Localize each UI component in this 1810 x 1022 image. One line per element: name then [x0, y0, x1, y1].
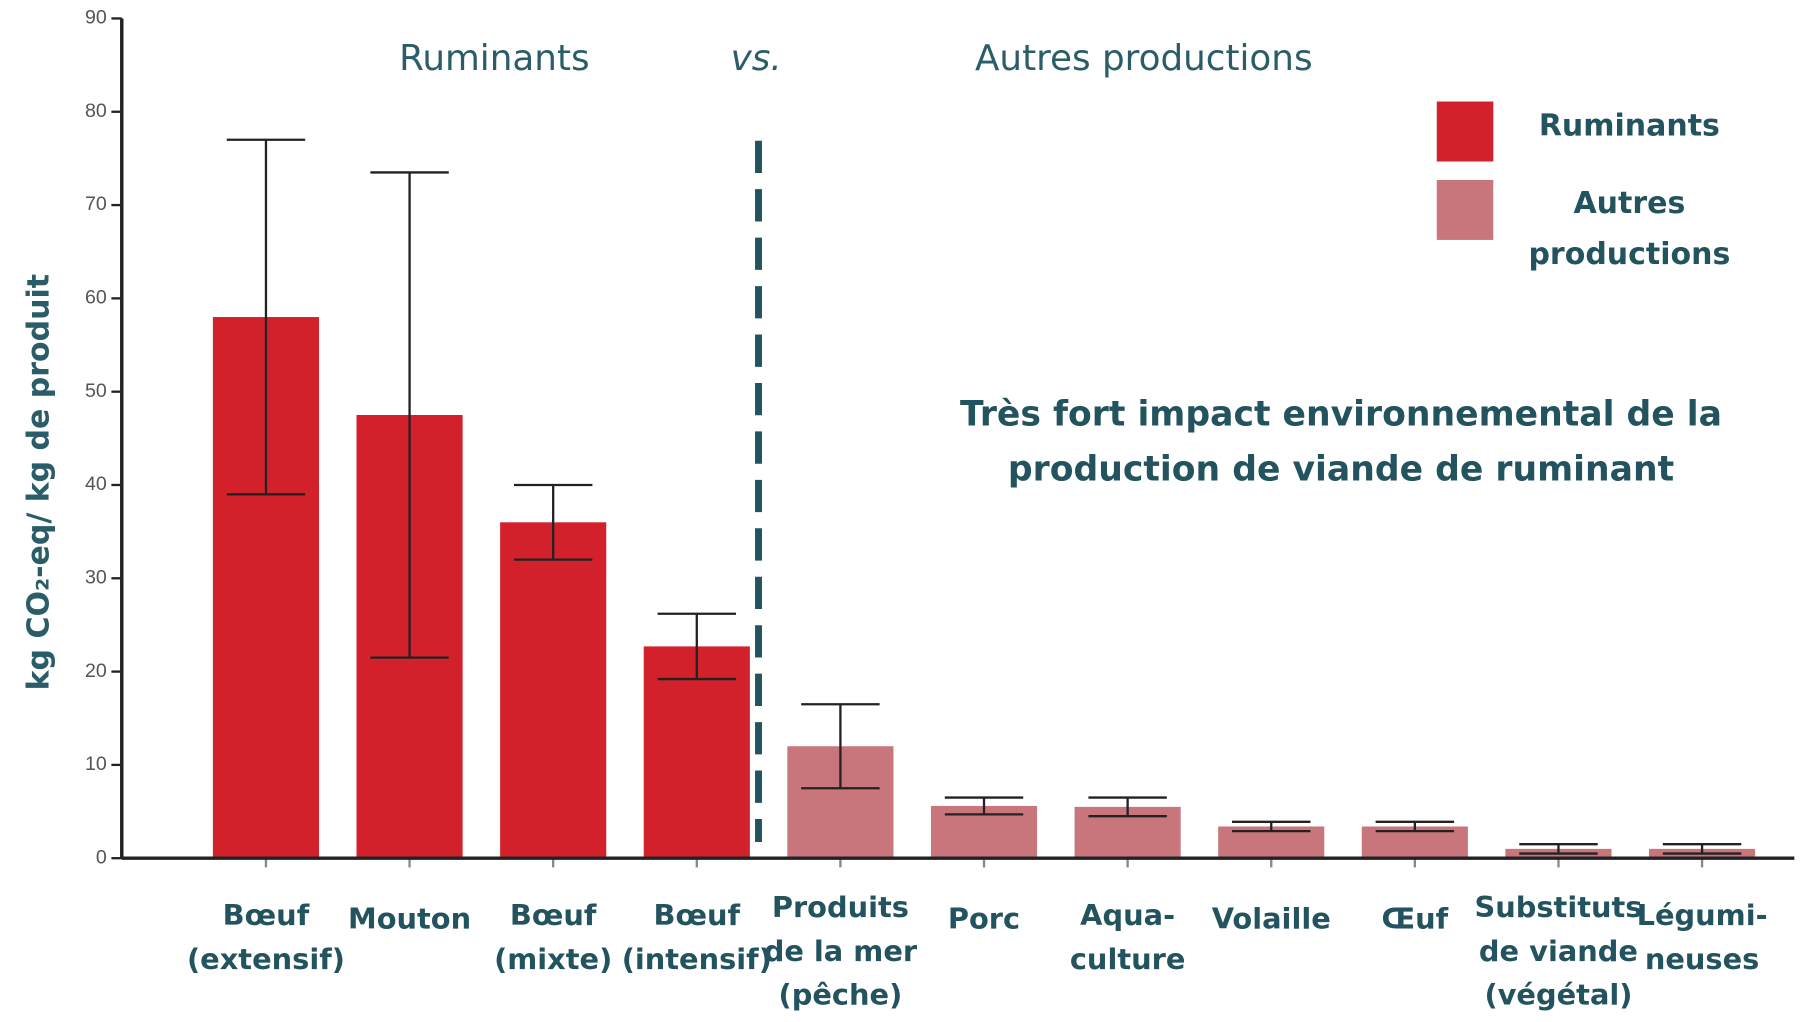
x-tick-label: Bœuf (intensif): [622, 898, 772, 976]
annotation: Très fort impact environnemental de la pr…: [960, 394, 1722, 489]
x-tick-label: Bœuf (extensif): [187, 898, 345, 976]
y-tick-label: 90: [85, 7, 107, 29]
error-bar: [657, 612, 737, 681]
y-tick-label: 50: [85, 380, 107, 402]
y-tick-label: 80: [85, 100, 107, 122]
bar: [643, 646, 750, 859]
y-axis-label: kg CO₂-eq/ kg de produit: [21, 274, 56, 690]
error-bar: [226, 138, 306, 496]
error-bar: [944, 796, 1024, 816]
y-tick-label: 0: [96, 846, 107, 868]
header-left: Ruminants: [399, 38, 590, 79]
y-tick-label: 40: [85, 473, 107, 495]
error-bar: [801, 703, 880, 790]
x-tick-label: Volaille: [1212, 901, 1331, 935]
error-bar: [513, 483, 593, 561]
header-vs: vs.: [731, 38, 782, 79]
bar: [500, 522, 607, 859]
legend-swatch: [1436, 101, 1494, 162]
error-bar: [1375, 820, 1455, 833]
legend-label: Ruminants: [1539, 108, 1720, 143]
legend-swatch: [1436, 179, 1494, 240]
x-tick-label: Substituts de viande (végétal): [1474, 890, 1642, 1012]
x-tick-label: Œuf: [1381, 901, 1448, 935]
x-tick-label: Légumi-neuses: [1637, 898, 1768, 976]
error-bar: [370, 171, 449, 659]
error-bar: [1519, 843, 1598, 855]
y-tick-label: 30: [85, 566, 107, 588]
x-tick-label: Aqua-culture: [1070, 898, 1186, 976]
y-tick-label: 60: [85, 287, 107, 309]
error-bar: [1232, 820, 1311, 833]
x-tick-label: Porc: [948, 901, 1020, 935]
y-tick-label: 20: [85, 660, 107, 682]
x-tick-label: Produits de la mer (pêche): [764, 890, 918, 1012]
header-right: Autres productions: [975, 38, 1313, 79]
x-tick-label: Mouton: [348, 901, 471, 935]
error-bar: [1088, 796, 1167, 818]
y-tick-label: 10: [85, 753, 107, 775]
y-tick-label: 70: [85, 193, 107, 215]
legend-label: Autres productions: [1528, 186, 1730, 272]
error-bar: [1662, 843, 1742, 855]
x-tick-label: Bœuf (mixte): [494, 898, 612, 976]
